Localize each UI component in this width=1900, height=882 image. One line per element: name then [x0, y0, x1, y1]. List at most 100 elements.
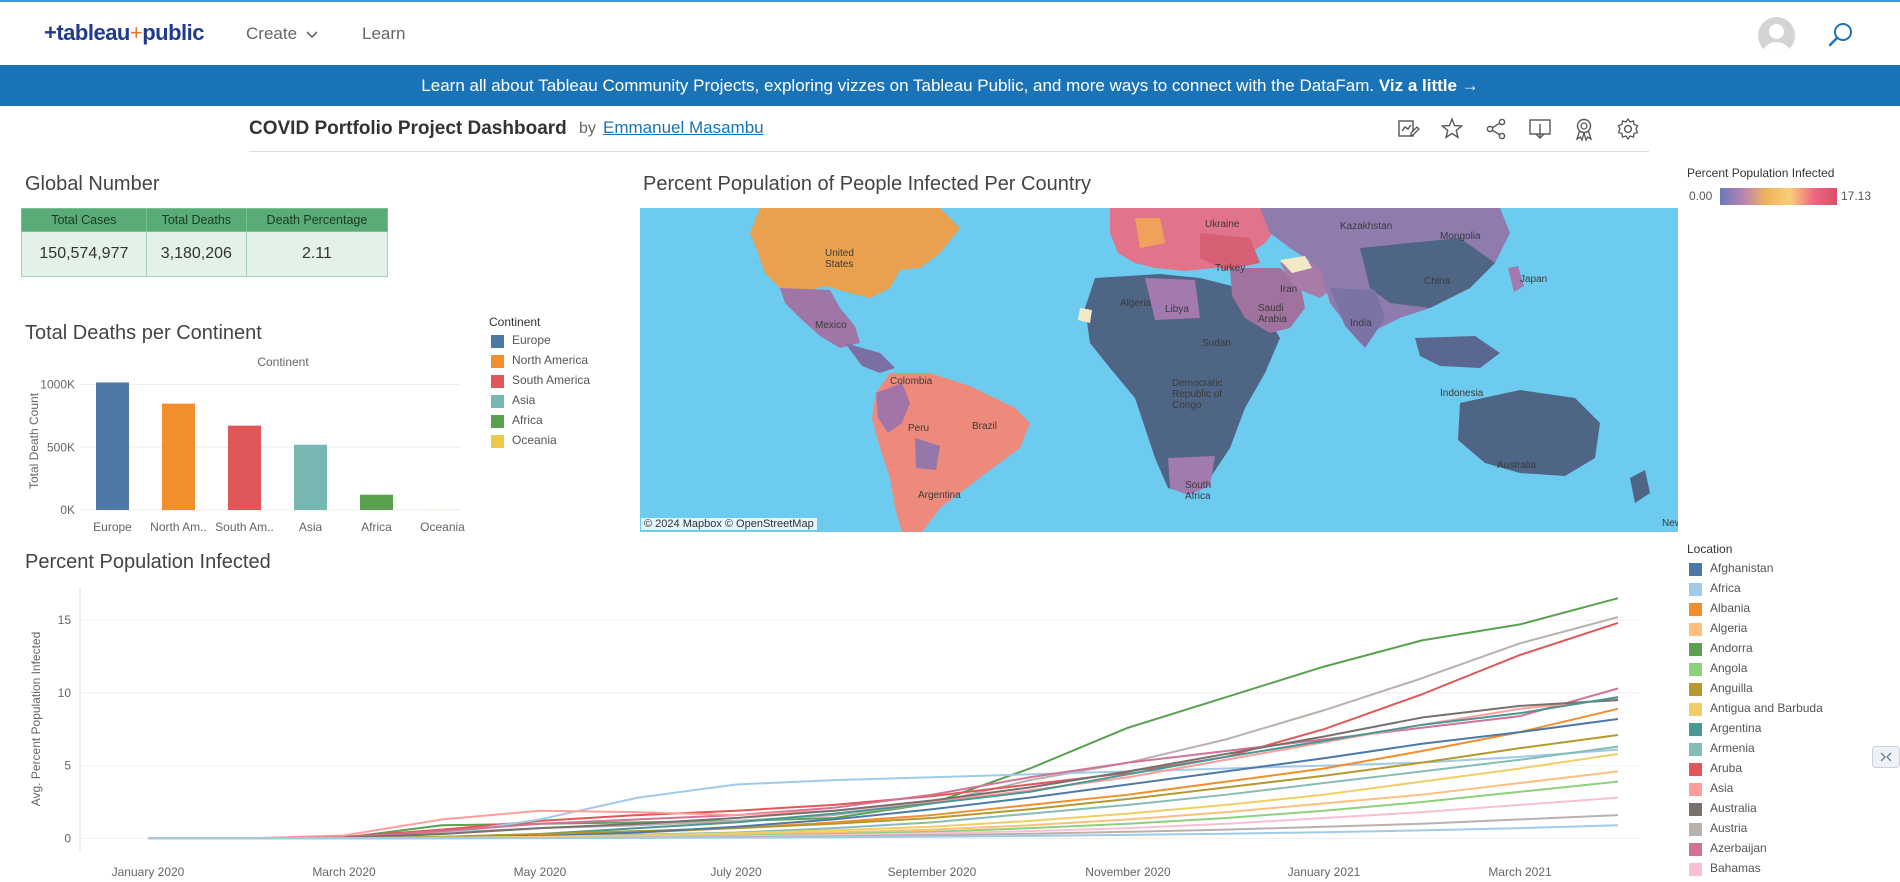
location-legend-title: Location	[1687, 542, 1733, 556]
legend-label: Armenia	[1710, 741, 1755, 755]
map-region-south-africa[interactable]	[1168, 456, 1215, 495]
map-region-turkey[interactable]	[1200, 233, 1260, 270]
line-x-tick-label: March 2020	[312, 865, 376, 879]
series-line-australia-line-2-[interactable]	[148, 699, 1619, 840]
map-label-colombia: Colombia	[890, 376, 933, 387]
map-label-united-states: United States	[825, 248, 854, 270]
legend-swatch	[1689, 843, 1702, 856]
star-icon[interactable]	[1439, 116, 1465, 142]
map-legend-max: 17.13	[1841, 189, 1872, 203]
line-y-tick-label: 10	[58, 686, 72, 700]
map-legend-gradient	[1720, 188, 1837, 205]
kpi-value-total-cases[interactable]: 150,574,977	[21, 231, 147, 277]
map-region-australia[interactable]	[1458, 390, 1600, 476]
kpi-value-total-deaths[interactable]: 3,180,206	[145, 231, 247, 277]
bar-asia[interactable]	[294, 444, 327, 510]
map-credit[interactable]: © 2024 Mapbox © OpenStreetMap	[641, 518, 817, 530]
map-region-bolivia[interactable]	[915, 438, 940, 470]
map-region-india[interactable]	[1330, 288, 1385, 348]
nav-create-menu[interactable]: Create	[246, 24, 319, 44]
world-map[interactable]: United States Mexico Colombia Peru Brazi…	[640, 208, 1678, 532]
legend-swatch	[1689, 643, 1702, 656]
badge-icon[interactable]	[1571, 116, 1597, 142]
map-region-united-states[interactable]	[750, 208, 960, 298]
global-number-title: Global Number	[25, 173, 160, 195]
map-region-saudi-arabia[interactable]	[1230, 268, 1305, 333]
map-region-central-america[interactable]	[845, 343, 895, 373]
legend-swatch	[491, 375, 504, 388]
legend-swatch	[491, 415, 504, 428]
bar-south-america[interactable]	[228, 425, 261, 510]
series-line-andorra[interactable]	[148, 597, 1619, 840]
line-y-axis-label: Avg. Percent Population Infected	[29, 632, 43, 807]
map-label-china: China	[1424, 276, 1451, 287]
map-region-africa[interactable]	[1085, 274, 1280, 493]
bar-north-america[interactable]	[162, 403, 195, 510]
map-region-caucasus[interactable]	[1280, 256, 1312, 273]
logo-text-main: +tableau	[44, 20, 130, 45]
announcement-banner: Learn all about Tableau Community Projec…	[0, 65, 1900, 106]
legend-swatch	[1689, 863, 1702, 876]
map-label-australia: Australia	[1497, 460, 1536, 471]
series-line-africa-line-2-[interactable]	[148, 824, 1619, 840]
user-avatar[interactable]	[1758, 17, 1795, 54]
map-label-sudan: Sudan	[1202, 338, 1231, 349]
legend-swatch	[1689, 623, 1702, 636]
bar-europe[interactable]	[96, 382, 129, 510]
nav-learn-link[interactable]: Learn	[362, 24, 406, 43]
series-line-anguilla[interactable]	[148, 734, 1619, 840]
legend-swatch	[1689, 763, 1702, 776]
map-label-libya: Libya	[1165, 304, 1189, 315]
line-y-tick-label: 5	[64, 759, 71, 773]
legend-label: Africa	[512, 413, 543, 427]
map-region-mexico[interactable]	[780, 288, 860, 348]
series-line-argentina[interactable]	[148, 696, 1619, 840]
map-legend-min: 0.00	[1689, 189, 1713, 203]
legend-swatch	[491, 395, 504, 408]
bar-africa[interactable]	[360, 494, 393, 510]
map-region-libya[interactable]	[1145, 278, 1200, 320]
legend-swatch	[1689, 583, 1702, 596]
legend-swatch	[1689, 783, 1702, 796]
viz-by-label: by	[579, 120, 596, 137]
series-line-asia[interactable]	[148, 697, 1619, 840]
download-icon[interactable]	[1527, 116, 1553, 142]
legend-label: Albania	[1710, 601, 1751, 615]
expand-icon	[1880, 752, 1892, 762]
map-label-mongolia: Mongolia	[1440, 231, 1481, 242]
global-number-table: Total Cases Total Deaths Death Percentag…	[21, 208, 389, 277]
map-region-new-zealand[interactable]	[1630, 470, 1650, 503]
side-panel-handle[interactable]	[1872, 746, 1900, 768]
map-region-france[interactable]	[1135, 218, 1165, 248]
search-icon[interactable]	[1826, 20, 1856, 50]
map-label-iran: Iran	[1280, 284, 1298, 295]
map-region-indonesia[interactable]	[1415, 336, 1500, 368]
legend-swatch	[1689, 803, 1702, 816]
legend-swatch	[1689, 683, 1702, 696]
legend-label: Angola	[1710, 661, 1748, 675]
bar-category-label: North Am..	[150, 520, 207, 534]
nav-create-label: Create	[246, 24, 298, 43]
top-accent-line	[0, 0, 1900, 2]
viz-title-row: COVID Portfolio Project Dashboard by Emm…	[249, 116, 1649, 152]
legend-label: Asia	[512, 393, 536, 407]
tableau-public-logo[interactable]: +tableau+public	[44, 20, 205, 46]
map-region-south-america[interactable]	[872, 373, 1030, 532]
map-label-japan: Japan	[1520, 274, 1548, 285]
map-region-western-sahara[interactable]	[1078, 308, 1092, 323]
map-region-japan[interactable]	[1508, 266, 1524, 292]
settings-gear-icon[interactable]	[1615, 116, 1641, 142]
kpi-value-death-percentage[interactable]: 2.11	[245, 231, 389, 277]
banner-link[interactable]: Viz a little →	[1378, 76, 1479, 95]
viz-author-link[interactable]: Emmanuel Masambu	[603, 118, 764, 137]
edit-viz-icon[interactable]	[1395, 116, 1421, 142]
line-chart-title: Percent Population Infected	[25, 551, 271, 573]
map-region-peru[interactable]	[876, 383, 910, 433]
chevron-down-icon	[306, 31, 318, 39]
legend-label: Austria	[1710, 821, 1748, 835]
share-icon[interactable]	[1483, 116, 1509, 142]
legend-label: Europe	[512, 333, 551, 347]
map-region-china[interactable]	[1360, 238, 1495, 308]
legend-swatch	[1689, 703, 1702, 716]
